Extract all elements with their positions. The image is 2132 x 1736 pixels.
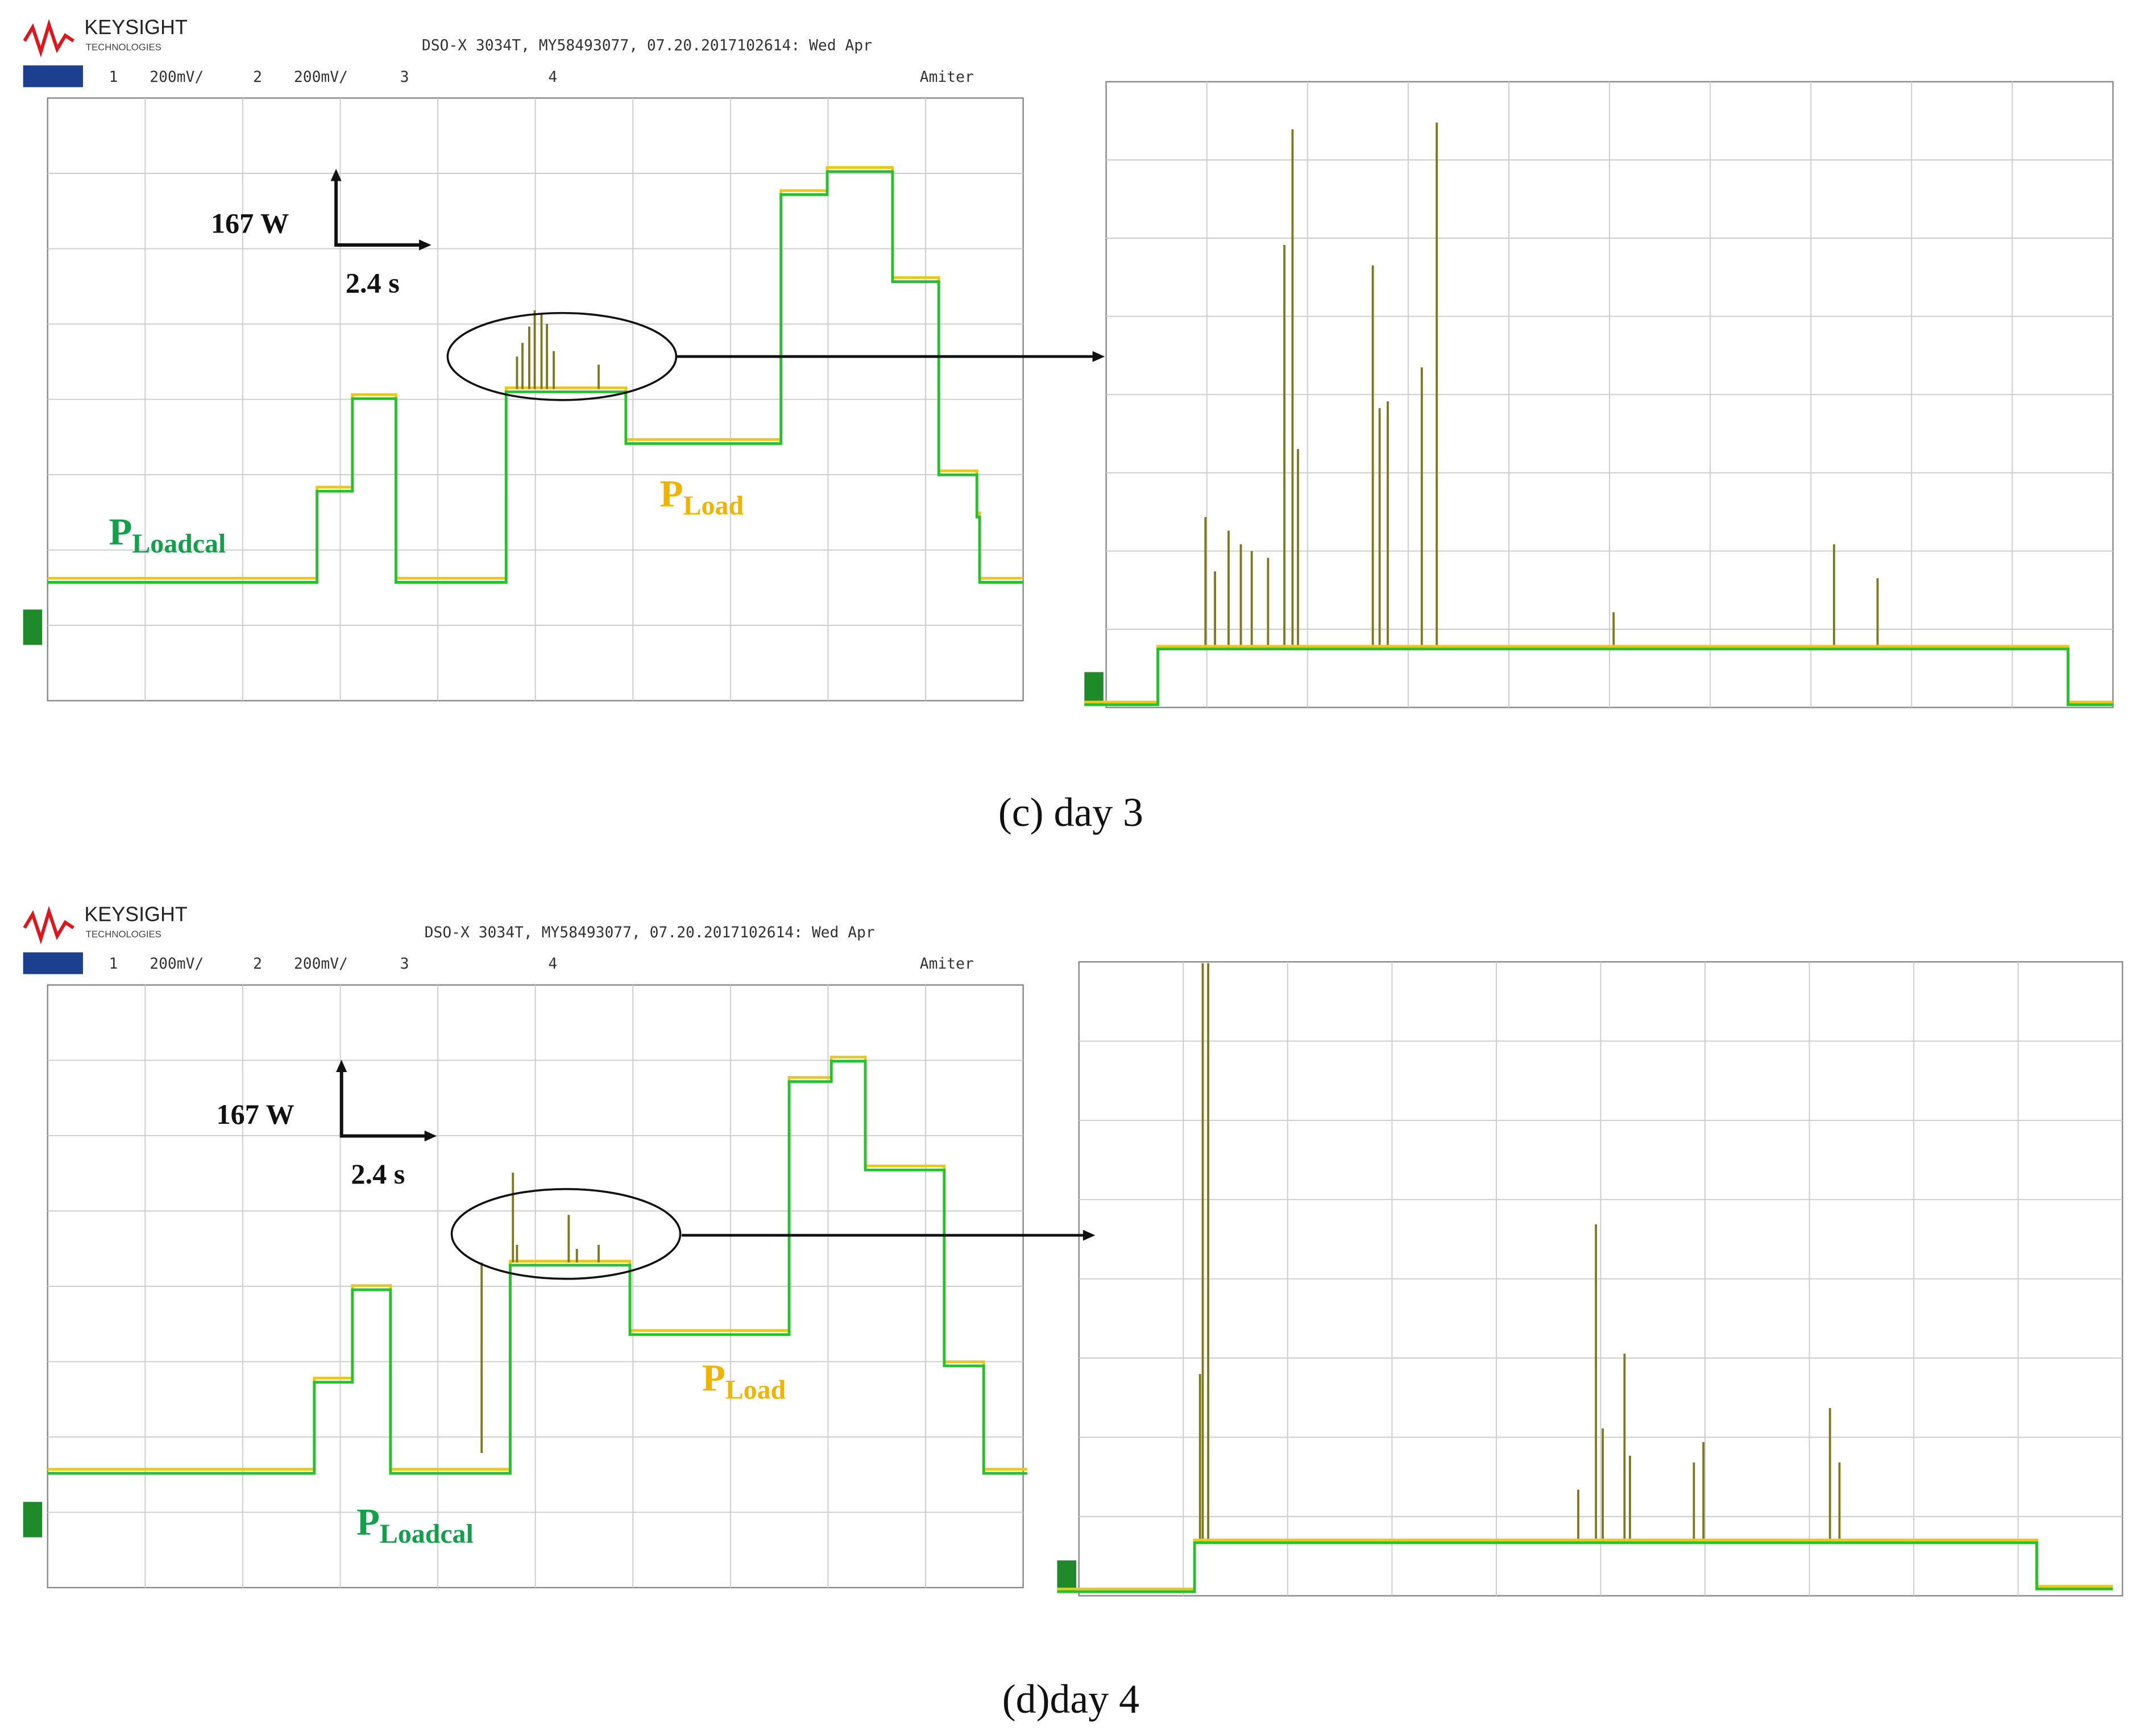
channel-label: 4 [548,69,557,86]
label-sub: Load [725,1374,786,1405]
arrow-head [1082,1230,1096,1241]
channel-box [23,952,83,974]
caption: (d)day 4 [1002,1676,1139,1722]
scale-bar [334,177,421,247]
trigger-label: Amiter [920,956,974,973]
arrow-head [424,1130,437,1142]
ground-marker [1057,1560,1076,1593]
channel-label: 4 [548,956,557,973]
channel-label: 200mV/ [150,956,204,973]
panel: KEYSIGHT TECHNOLOGIES DSO-X 3034T, MY58493… [23,16,2114,835]
label-main: P [109,510,132,553]
power-scale: 167 W [211,207,289,239]
ground-marker [23,609,43,645]
brand: KEYSIGHT [84,16,187,39]
label-main: P [356,1501,380,1543]
time-scale: 2.4 s [351,1158,405,1190]
loadcal-trace [47,170,1023,584]
panel: KEYSIGHT TECHNOLOGIES DSO-X 3034T, MY58493… [23,903,2123,1722]
channel-label: 2 [253,956,262,973]
brand-logo [23,19,74,58]
arrow-head [419,239,432,251]
brand-logo [23,906,74,945]
trigger-label: Amiter [920,69,974,86]
ground-marker [23,1502,43,1538]
label-sub: Loadcal [132,529,226,559]
channel-label: 200mV/ [294,69,348,86]
scope-info: DSO-X 3034T, MY58493077, 07.20.201710261… [425,924,875,941]
arrow-head [1092,351,1105,362]
brand: KEYSIGHT [84,903,187,925]
label-main: P [702,1357,725,1399]
loadcal-trace [1084,647,2113,707]
zoom-ellipse [450,1187,682,1280]
trace-label: PLoad [660,472,744,520]
load-trace [1084,645,2113,704]
channel-label: 200mV/ [150,69,204,86]
arrow-head [336,1060,347,1072]
label-sub: Loadcal [380,1519,474,1549]
label-sub: Load [683,491,744,521]
ground-marker [1084,672,1104,705]
channel-label: 1 [109,69,118,86]
channel-label: 3 [400,956,409,973]
brand-sub: TECHNOLOGIES [86,929,161,940]
power-scale: 167 W [217,1098,295,1130]
brand-sub: TECHNOLOGIES [86,42,161,53]
loadcal-trace [47,1060,1027,1475]
caption: (c) day 3 [998,790,1143,835]
label-main: P [660,472,683,514]
time-scale: 2.4 s [346,267,400,299]
load-trace [1057,1538,2113,1590]
loadcal-trace [1057,1541,2113,1593]
trace-label: PLoadcal [356,1501,474,1549]
channel-label: 200mV/ [294,956,348,973]
channel-label: 1 [109,956,118,973]
scale-bar [339,1068,426,1138]
channel-box [23,65,83,88]
trace-label: PLoad [702,1357,786,1405]
channel-label: 2 [253,69,262,86]
channel-label: 3 [400,69,409,86]
trace-label: PLoadcal [109,510,226,558]
arrow-head [330,168,342,181]
scope-info: DSO-X 3034T, MY58493077, 07.20.201710261… [422,38,872,55]
